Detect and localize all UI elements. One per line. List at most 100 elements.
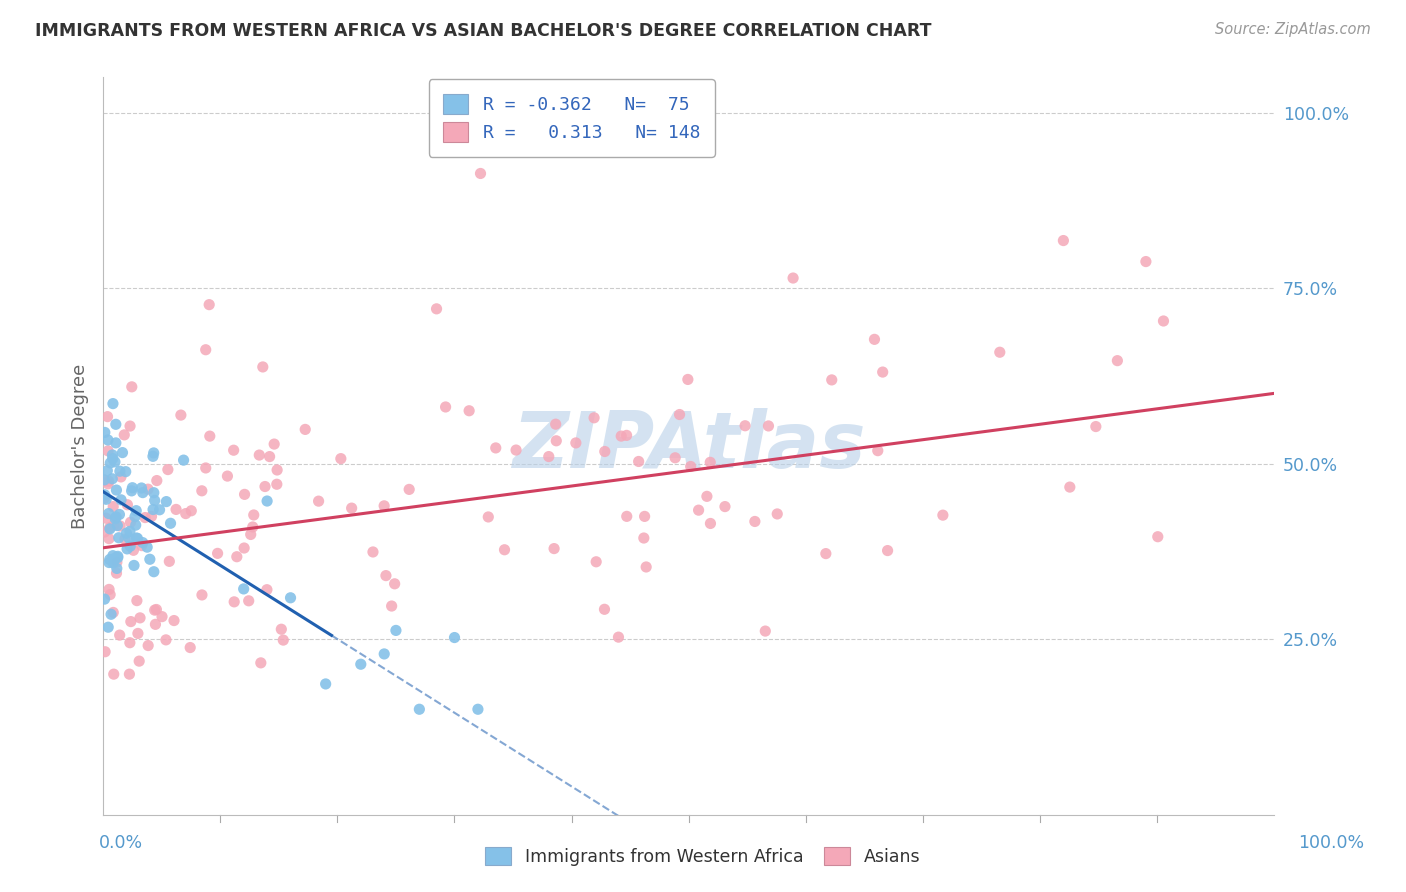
- Point: [217, 469, 239, 483]
- Point: [131, 535, 153, 549]
- Point: [94, 645, 117, 659]
- Point: [270, 622, 292, 636]
- Point: [97, 474, 120, 488]
- Point: [143, 603, 166, 617]
- Point: [104, 436, 127, 450]
- Point: [98, 588, 121, 602]
- Point: [699, 516, 721, 531]
- Point: [96, 464, 118, 478]
- Point: [121, 481, 143, 495]
- Point: [156, 462, 179, 476]
- Point: [131, 481, 153, 495]
- Point: [872, 365, 894, 379]
- Point: [398, 483, 420, 497]
- Point: [679, 459, 702, 474]
- Point: [467, 702, 489, 716]
- Point: [259, 450, 281, 464]
- Point: [132, 485, 155, 500]
- Point: [142, 450, 165, 464]
- Point: [191, 588, 214, 602]
- Point: [633, 509, 655, 524]
- Point: [494, 542, 516, 557]
- Point: [734, 418, 756, 433]
- Point: [125, 593, 148, 607]
- Point: [148, 502, 170, 516]
- Point: [381, 599, 404, 613]
- Point: [866, 443, 889, 458]
- Point: [114, 465, 136, 479]
- Point: [104, 417, 127, 432]
- Point: [165, 502, 187, 516]
- Point: [94, 511, 117, 525]
- Point: [101, 472, 124, 486]
- Point: [103, 606, 125, 620]
- Point: [157, 554, 180, 568]
- Point: [98, 556, 121, 570]
- Point: [250, 656, 273, 670]
- Point: [758, 419, 780, 434]
- Point: [932, 508, 955, 523]
- Point: [101, 448, 124, 462]
- Point: [308, 494, 330, 508]
- Point: [100, 607, 122, 622]
- Point: [1135, 254, 1157, 268]
- Point: [118, 636, 141, 650]
- Point: [593, 444, 616, 458]
- Point: [256, 494, 278, 508]
- Point: [180, 504, 202, 518]
- Point: [814, 547, 837, 561]
- Point: [115, 526, 138, 541]
- Point: [108, 508, 131, 522]
- Point: [125, 531, 148, 545]
- Point: [97, 476, 120, 491]
- Point: [565, 436, 588, 450]
- Point: [546, 434, 568, 448]
- Point: [94, 425, 117, 440]
- Point: [271, 633, 294, 648]
- Point: [103, 518, 125, 533]
- Point: [93, 491, 115, 506]
- Point: [1107, 353, 1129, 368]
- Text: 100.0%: 100.0%: [1298, 834, 1364, 852]
- Point: [163, 614, 186, 628]
- Point: [1146, 530, 1168, 544]
- Point: [120, 516, 142, 530]
- Point: [141, 509, 163, 524]
- Point: [155, 494, 177, 508]
- Point: [242, 508, 264, 522]
- Point: [350, 657, 373, 672]
- Point: [93, 488, 115, 502]
- Point: [668, 408, 690, 422]
- Point: [616, 428, 638, 442]
- Point: [105, 561, 128, 575]
- Point: [127, 626, 149, 640]
- Point: [115, 541, 138, 556]
- Point: [266, 477, 288, 491]
- Point: [766, 507, 789, 521]
- Text: Source: ZipAtlas.com: Source: ZipAtlas.com: [1215, 22, 1371, 37]
- Point: [863, 332, 886, 346]
- Point: [194, 343, 217, 357]
- Point: [263, 437, 285, 451]
- Point: [1052, 234, 1074, 248]
- Point: [96, 409, 118, 424]
- Point: [107, 550, 129, 565]
- Point: [127, 532, 149, 546]
- Point: [107, 549, 129, 564]
- Point: [714, 500, 737, 514]
- Point: [142, 502, 165, 516]
- Point: [373, 647, 395, 661]
- Point: [224, 595, 246, 609]
- Point: [139, 552, 162, 566]
- Point: [98, 582, 121, 597]
- Point: [485, 441, 508, 455]
- Point: [145, 602, 167, 616]
- Point: [93, 524, 115, 539]
- Point: [120, 615, 142, 629]
- Point: [198, 298, 221, 312]
- Point: [159, 516, 181, 531]
- Point: [744, 515, 766, 529]
- Point: [94, 492, 117, 507]
- Point: [142, 485, 165, 500]
- Point: [129, 611, 152, 625]
